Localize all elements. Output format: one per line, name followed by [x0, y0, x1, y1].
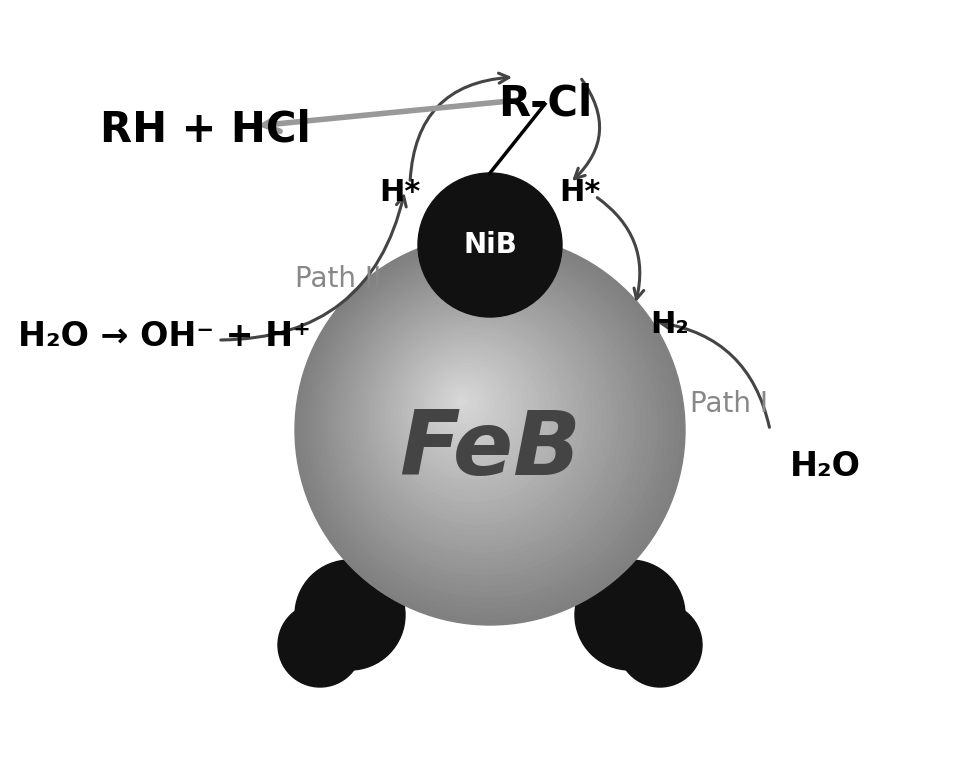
Circle shape — [295, 235, 685, 625]
Circle shape — [402, 342, 539, 480]
Text: H*: H* — [379, 178, 421, 207]
Circle shape — [370, 309, 584, 524]
Circle shape — [357, 297, 601, 541]
Circle shape — [415, 355, 522, 463]
Circle shape — [308, 247, 668, 608]
Text: Path I: Path I — [690, 390, 768, 418]
Circle shape — [436, 376, 494, 434]
Circle shape — [324, 264, 646, 586]
Text: NiB: NiB — [463, 231, 517, 259]
Circle shape — [418, 173, 562, 317]
Circle shape — [395, 335, 550, 490]
Circle shape — [431, 372, 500, 440]
Circle shape — [337, 277, 629, 569]
Text: H₂O → OH⁻ + H⁺: H₂O → OH⁻ + H⁺ — [18, 320, 311, 353]
Circle shape — [618, 603, 702, 687]
Circle shape — [349, 289, 612, 552]
Circle shape — [366, 306, 590, 530]
Circle shape — [295, 560, 405, 670]
Circle shape — [353, 293, 607, 546]
Text: H₂O: H₂O — [790, 450, 861, 483]
Circle shape — [382, 322, 567, 507]
Circle shape — [440, 380, 489, 429]
Circle shape — [345, 285, 618, 558]
Circle shape — [386, 326, 562, 502]
Circle shape — [575, 560, 685, 670]
Circle shape — [407, 347, 534, 473]
Text: FeB: FeB — [400, 407, 581, 493]
Circle shape — [411, 351, 528, 468]
Circle shape — [427, 368, 506, 446]
Circle shape — [399, 339, 545, 485]
Circle shape — [456, 397, 466, 406]
Circle shape — [312, 251, 663, 603]
Circle shape — [373, 314, 578, 519]
Text: H₂: H₂ — [650, 310, 689, 339]
Circle shape — [424, 363, 511, 451]
Circle shape — [328, 268, 640, 580]
Circle shape — [361, 301, 595, 535]
Circle shape — [444, 385, 483, 423]
Circle shape — [449, 388, 478, 417]
Circle shape — [378, 318, 573, 513]
Text: R-Cl: R-Cl — [498, 82, 593, 124]
Circle shape — [390, 330, 556, 496]
Circle shape — [316, 256, 657, 597]
Circle shape — [303, 244, 674, 614]
Circle shape — [341, 280, 623, 563]
Circle shape — [420, 359, 517, 457]
Text: RH + HCl: RH + HCl — [100, 108, 311, 150]
Circle shape — [453, 392, 472, 412]
Circle shape — [299, 239, 679, 620]
Circle shape — [332, 272, 635, 574]
Circle shape — [278, 603, 362, 687]
Text: Path II: Path II — [295, 265, 381, 293]
Text: H*: H* — [560, 178, 600, 207]
Circle shape — [319, 260, 651, 591]
